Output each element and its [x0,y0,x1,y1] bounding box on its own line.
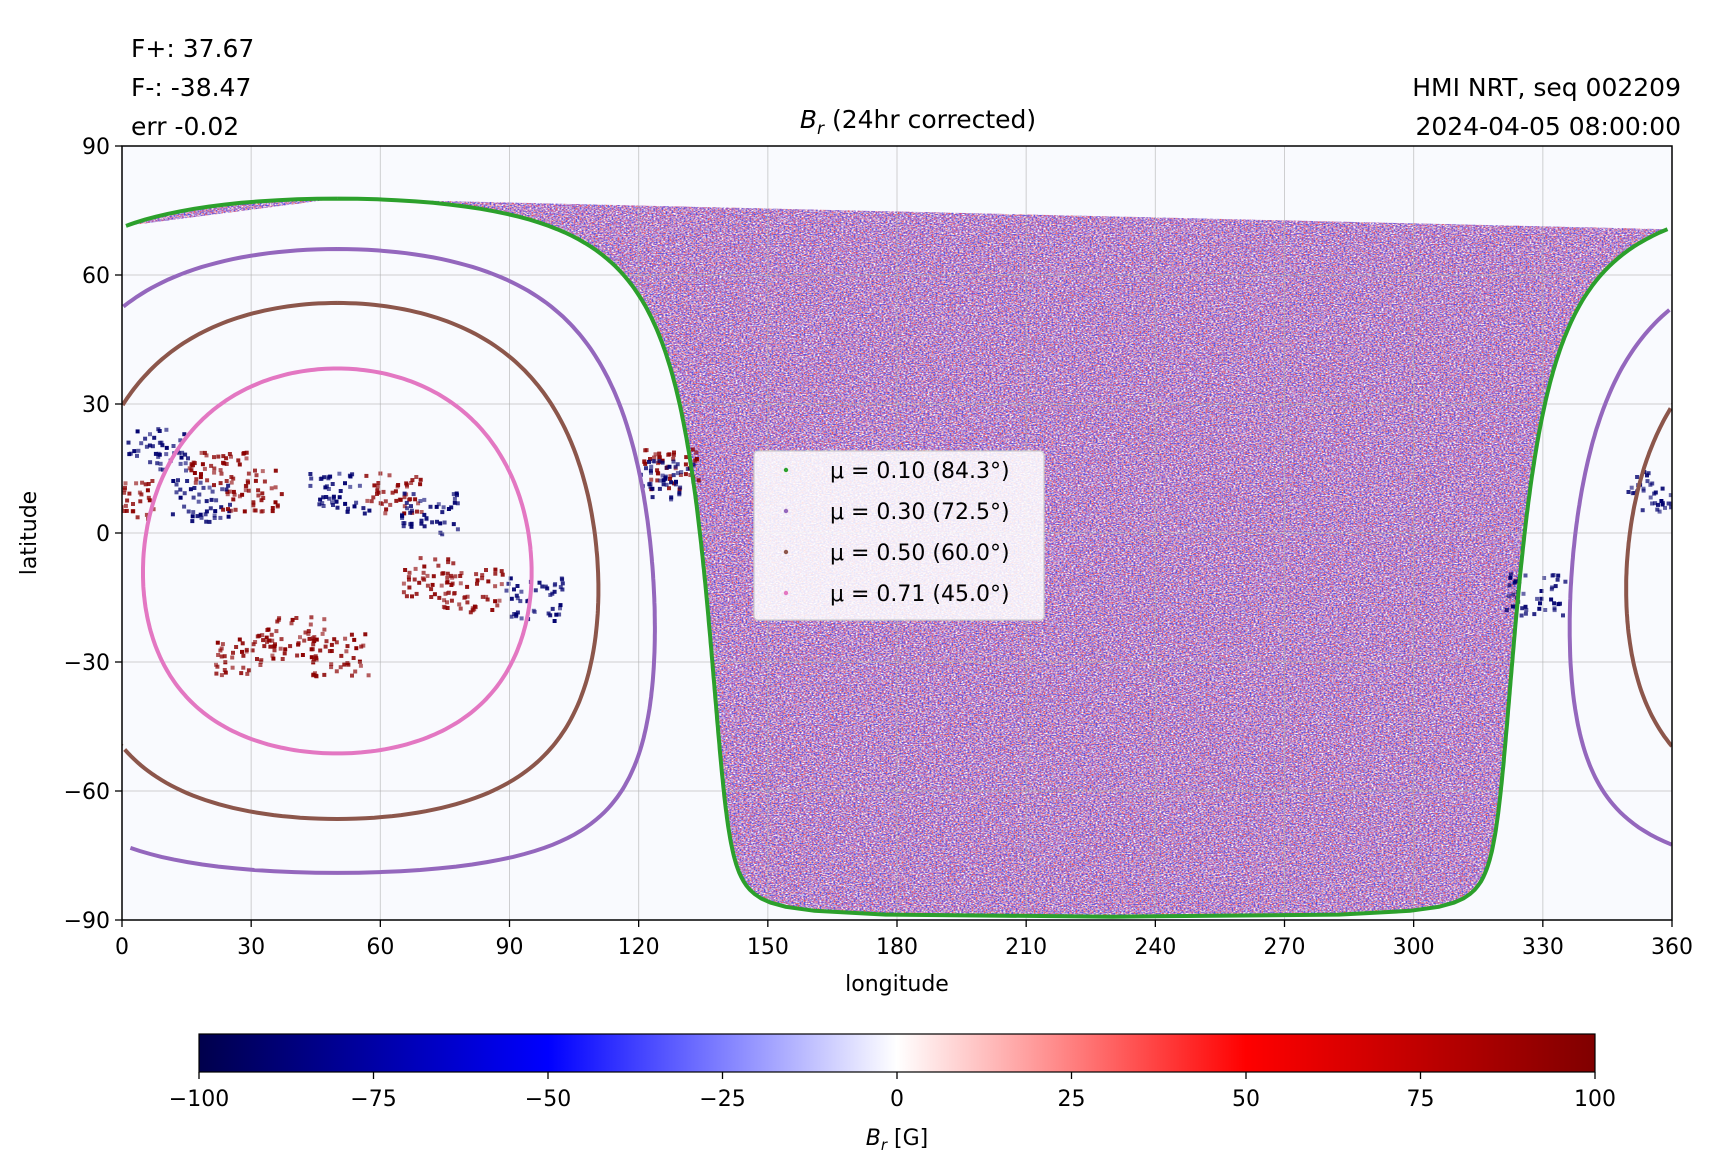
y-tick-label: −60 [64,780,110,805]
visible-disk-1 [1676,199,1728,917]
legend-marker [783,508,789,514]
active-region-positive [221,468,284,514]
legend-label: μ = 0.71 (45.0°) [830,582,1010,607]
active-region-negative [308,471,372,516]
flux-negative-text: F-: -38.47 [131,73,251,102]
legend-label: μ = 0.30 (72.5°) [830,500,1010,525]
x-ticks: 0 30 60 90 120 150 180 210 240 270 300 330 360 [115,920,1693,960]
y-tick-label: −90 [64,909,110,934]
contour-mu-0.71 [1693,369,1728,754]
legend-label: μ = 0.10 (84.3°) [830,459,1010,484]
active-region-positive [401,556,464,600]
y-tick-label: 0 [96,522,110,547]
colorbar-tick-label: −75 [350,1087,396,1112]
contour-mu-0.30 [122,247,1672,875]
contour-mu-0.10 [1676,199,1728,917]
colorbar-tick-label: 25 [1058,1087,1086,1112]
active-region-positive [309,632,371,679]
error-text: err -0.02 [131,112,239,141]
instrument-text: HMI NRT, seq 002209 [1412,73,1681,102]
x-tick-label: 300 [1393,935,1435,960]
y-ticks: 90 60 30 0 −30 −60 −90 [64,135,122,934]
y-tick-label: −30 [64,651,110,676]
x-tick-label: 150 [747,935,789,960]
colorbar-tick-label: −100 [169,1087,229,1112]
contour-mu-0.10 [125,196,1669,919]
active-region-positive [441,567,505,615]
contour-mu-0.71 [141,366,534,756]
y-tick-label: 90 [82,135,110,160]
x-tick-label: 180 [876,935,918,960]
x-tick-label: 0 [115,935,129,960]
y-tick-label: 60 [82,264,110,289]
colorbar-tick-label: −25 [699,1087,745,1112]
colorbar-ticks: −100 −75 −50 −25 0 25 50 75 100 [169,1072,1616,1112]
x-tick-label: 240 [1134,935,1176,960]
colorbar-tick-label: −50 [525,1087,571,1112]
colorbar-tick-label: 75 [1407,1087,1435,1112]
x-tick-label: 120 [618,935,660,960]
colorbar-tick-label: 50 [1232,1087,1260,1112]
flux-positive-text: F+: 37.67 [131,34,254,63]
x-tick-label: 90 [496,935,524,960]
colorbar-label: Br [G] [866,1126,928,1152]
x-tick-label: 210 [1005,935,1047,960]
x-tick-label: 60 [366,935,394,960]
colorbar-gradient [199,1034,1595,1072]
legend: μ = 0.10 (84.3°) μ = 0.30 (72.5°) μ = 0.50… [753,450,1045,621]
y-tick-label: 30 [82,393,110,418]
contour-mu-0.50 [122,300,1672,822]
x-tick-label: 30 [237,935,265,960]
active-region-negative [504,576,565,623]
x-tick-label: 270 [1264,935,1306,960]
legend-marker [783,467,789,473]
colorbar-tick-label: 0 [890,1087,904,1112]
x-axis-label: longitude [845,972,949,997]
colorbar-tick-label: 100 [1574,1087,1616,1112]
colorbar: −100 −75 −50 −25 0 25 50 75 100 Br [G] [169,1033,1616,1152]
legend-marker [783,549,789,555]
legend-marker [783,590,789,596]
active-region-positive [187,450,249,494]
contour-mu-0.30 [1673,249,1728,873]
legend-label: μ = 0.50 (60.0°) [830,541,1010,566]
x-tick-label: 360 [1651,935,1693,960]
active-region-negative [1626,470,1672,514]
mu-contours [122,196,1728,919]
contour-mu-0.50 [1671,402,1672,405]
y-axis-label: latitude [17,491,42,575]
chart-title: Br (24hr corrected) [800,105,1036,139]
datetime-text: 2024-04-05 08:00:00 [1415,112,1681,141]
legend-box [753,450,1045,621]
x-tick-label: 330 [1522,935,1564,960]
